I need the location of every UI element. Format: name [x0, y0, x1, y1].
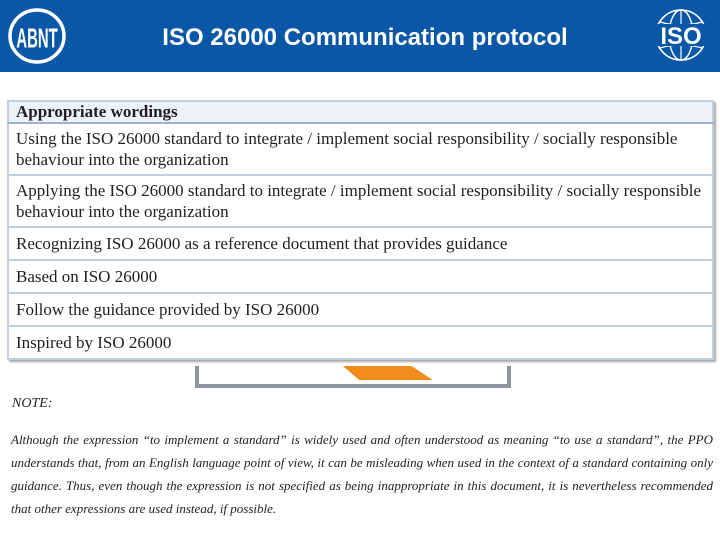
- iso-logo: ISO: [652, 9, 710, 61]
- note-label: NOTE:: [12, 396, 53, 411]
- page-title: ISO 26000 Communication protocol: [162, 24, 568, 51]
- table-cell: Based on ISO 26000: [7, 259, 714, 294]
- table-row: Based on ISO 26000: [7, 259, 714, 294]
- abnt-logo-text: ABNT: [16, 23, 58, 54]
- table-row: Using the ISO 26000 standard to integrat…: [7, 122, 714, 176]
- table-cell: Applying the ISO 26000 standard to integ…: [7, 174, 714, 228]
- table-cell: Recognizing ISO 26000 as a reference doc…: [7, 226, 714, 261]
- wordings-table: Appropriate wordings Using the ISO 26000…: [7, 100, 714, 360]
- table-header: Appropriate wordings: [7, 100, 714, 124]
- header-band: ABNT ISO 26000 Communication protocol IS…: [0, 0, 720, 72]
- table-cell: Using the ISO 26000 standard to integrat…: [7, 122, 714, 176]
- table-cell: Follow the guidance provided by ISO 2600…: [7, 292, 714, 327]
- table-row: Follow the guidance provided by ISO 2600…: [7, 292, 714, 327]
- iso-logo-text: ISO: [660, 23, 701, 50]
- orange-arrow-shape: [343, 366, 433, 380]
- table-row: Inspired by ISO 26000: [7, 325, 714, 360]
- table-header-row: Appropriate wordings: [7, 100, 714, 124]
- table-row: Recognizing ISO 26000 as a reference doc…: [7, 226, 714, 261]
- abnt-logo: ABNT: [8, 8, 66, 64]
- sign-graphic: [195, 366, 511, 390]
- table-cell: Inspired by ISO 26000: [7, 325, 714, 360]
- table-row: Applying the ISO 26000 standard to integ…: [7, 174, 714, 228]
- note-text: Although the expression “to implement a …: [11, 432, 713, 516]
- sign-frame: [195, 366, 511, 388]
